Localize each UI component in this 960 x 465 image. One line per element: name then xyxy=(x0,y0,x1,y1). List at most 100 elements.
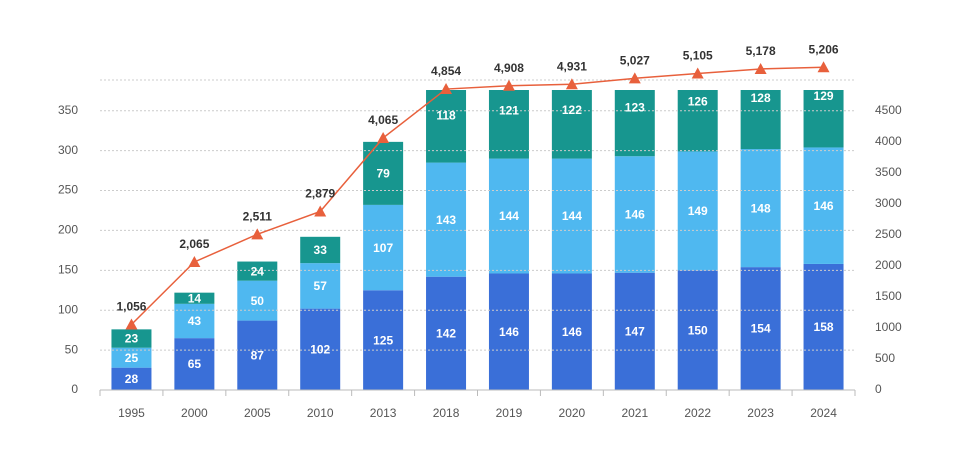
bar-segment xyxy=(614,272,655,390)
bar-value-label: 154 xyxy=(751,322,771,336)
bar-value-label: 144 xyxy=(499,209,519,223)
bars xyxy=(111,90,844,390)
line-marker xyxy=(125,318,138,330)
y-tick-label: 300 xyxy=(58,143,78,157)
bar-value-label: 142 xyxy=(436,327,456,341)
y2-tick-label: 2500 xyxy=(875,227,902,241)
y2-tick-label: 500 xyxy=(875,351,895,365)
x-tick-label: 2013 xyxy=(370,406,397,420)
y2-tick-label: 1000 xyxy=(875,320,902,334)
line-value-label: 5,206 xyxy=(809,42,839,56)
line-value-label: 4,065 xyxy=(368,113,398,127)
bar-segment xyxy=(551,158,592,274)
x-tick-label: 2018 xyxy=(433,406,460,420)
bar-segment xyxy=(803,90,844,148)
x-tick-label: 2024 xyxy=(810,406,837,420)
bar-segment xyxy=(237,320,278,390)
x-tick-label: 2020 xyxy=(559,406,586,420)
bar-segment xyxy=(111,347,152,368)
line-marker xyxy=(565,78,578,90)
line-value-label: 2,879 xyxy=(305,187,335,201)
line-value-label: 1,056 xyxy=(116,300,146,314)
line-value-label: 4,854 xyxy=(431,64,461,78)
bar-segment xyxy=(111,367,152,390)
y-tick-label: 100 xyxy=(58,302,78,316)
bar-segment xyxy=(363,290,404,390)
bar-value-label: 118 xyxy=(436,109,456,123)
bar-value-label: 79 xyxy=(376,167,390,181)
bar-value-label: 102 xyxy=(310,342,330,356)
line-marker xyxy=(314,205,327,217)
bar-value-label: 50 xyxy=(251,294,265,308)
bar-segment xyxy=(488,90,529,159)
bar-value-label: 158 xyxy=(814,320,834,334)
line-value-label: 5,105 xyxy=(683,49,713,63)
bar-value-label: 146 xyxy=(814,199,834,213)
line-value-label: 2,511 xyxy=(243,209,273,223)
x-tick-label: 2022 xyxy=(684,406,711,420)
y2-tick-label: 3500 xyxy=(875,165,902,179)
bar-segment xyxy=(174,338,215,390)
bar-value-label: 23 xyxy=(125,332,139,346)
x-tick-label: 2005 xyxy=(244,406,271,420)
bar-value-label: 65 xyxy=(188,357,202,371)
bar-segment xyxy=(803,263,844,390)
y-tick-label: 350 xyxy=(58,103,78,117)
bar-segment xyxy=(363,141,404,205)
bar-segment xyxy=(426,276,467,390)
line-value-label: 4,931 xyxy=(557,59,587,73)
bar-value-label: 128 xyxy=(751,91,771,105)
line-marker xyxy=(251,228,264,240)
bar-segment xyxy=(426,162,467,277)
bar-segment xyxy=(551,90,592,159)
bar-segment xyxy=(740,149,781,268)
line-marker xyxy=(754,62,767,74)
bar-value-label: 87 xyxy=(251,348,265,362)
bar-value-label: 147 xyxy=(625,325,645,339)
bar-segment xyxy=(677,151,718,271)
bar-segment xyxy=(677,270,718,390)
bar-value-label: 149 xyxy=(688,204,708,218)
bar-segment xyxy=(174,303,215,339)
line-marker xyxy=(628,72,641,84)
bar-segment xyxy=(488,273,529,390)
bar-segment xyxy=(237,261,278,281)
bar-value-label: 126 xyxy=(688,94,708,108)
y2-tick-label: 1500 xyxy=(875,289,902,303)
bar-value-label: 143 xyxy=(436,213,456,227)
bar-value-label: 43 xyxy=(188,314,202,328)
line-marker xyxy=(817,61,830,73)
x-tick-label: 2019 xyxy=(496,406,523,420)
line-marker xyxy=(440,83,453,95)
bar-segment xyxy=(111,329,152,348)
bar-value-label: 129 xyxy=(814,89,834,103)
y-tick-label: 50 xyxy=(65,342,79,356)
y-tick-label: 0 xyxy=(71,382,78,396)
y2-tick-label: 4000 xyxy=(875,134,902,148)
y-tick-label: 200 xyxy=(58,223,78,237)
bar-value-label: 28 xyxy=(125,372,139,386)
line-value-label: 5,178 xyxy=(746,44,776,58)
bar-segment xyxy=(614,156,655,273)
bar-value-label: 123 xyxy=(625,100,645,114)
bar-value-label: 146 xyxy=(625,208,645,222)
bar-segment xyxy=(614,90,655,157)
y-tick-label: 150 xyxy=(58,262,78,276)
y2-tick-label: 4500 xyxy=(875,103,902,117)
bar-segment xyxy=(300,308,341,390)
x-tick-label: 2021 xyxy=(621,406,648,420)
line-marker xyxy=(691,67,704,79)
bar-value-label: 25 xyxy=(125,351,139,365)
bar-segment xyxy=(174,292,215,304)
bar-value-label: 121 xyxy=(499,104,519,118)
bar-value-label: 125 xyxy=(373,333,393,347)
y2-tick-label: 0 xyxy=(875,382,882,396)
line xyxy=(130,66,824,326)
bar-segment xyxy=(300,236,341,264)
x-tick-label: 2023 xyxy=(747,406,774,420)
bar-value-label: 24 xyxy=(251,264,265,278)
y-tick-label: 250 xyxy=(58,183,78,197)
y2-tick-label: 2000 xyxy=(875,258,902,272)
line-value-label: 5,027 xyxy=(620,53,650,67)
